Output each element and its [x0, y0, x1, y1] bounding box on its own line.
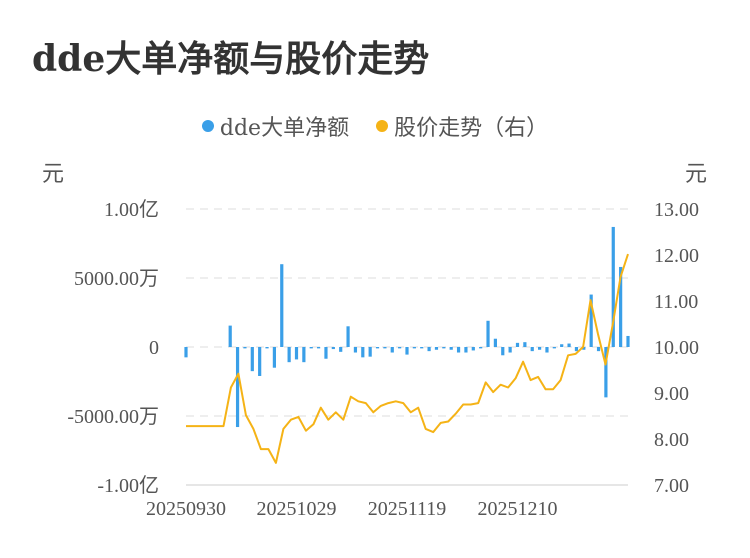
bar: [456, 347, 461, 353]
left-tick-label: 5000.00万: [74, 268, 159, 290]
bar: [383, 347, 387, 349]
bar: [604, 347, 608, 398]
bar: [508, 347, 512, 353]
bar: [427, 347, 431, 352]
bar: [574, 347, 579, 352]
bar: [346, 326, 350, 347]
legend-label-price: 股价走势（右）: [394, 116, 549, 141]
left-axis-unit: 元: [42, 162, 65, 187]
bar: [265, 347, 269, 349]
bar: [471, 347, 475, 351]
bar: [486, 320, 490, 347]
bar: [626, 335, 630, 347]
legend: dde大单净额 股价走势（右）: [0, 110, 750, 142]
bar: [280, 264, 284, 347]
bar: [184, 347, 188, 358]
left-tick-label: -1.00亿: [97, 474, 159, 497]
bar: [302, 347, 306, 363]
bar: [250, 347, 254, 372]
bar: [339, 347, 343, 352]
bar: [353, 347, 358, 353]
legend-item-dde[interactable]: dde大单净额: [201, 110, 350, 142]
bar: [309, 347, 313, 349]
bar: [493, 338, 497, 347]
bar: [294, 347, 299, 360]
chart-title: dde大单净额与股价走势: [32, 38, 430, 80]
bar: [243, 347, 247, 349]
right-tick-label: 10.00: [654, 337, 699, 359]
bar: [258, 347, 262, 376]
right-tick-label: 13.00: [654, 199, 699, 221]
bar: [582, 347, 586, 350]
price-line: [186, 253, 629, 464]
left-tick-label: 1.00亿: [104, 198, 159, 221]
right-tick-label: 12.00: [654, 245, 699, 267]
right-tick-label: 11.00: [654, 291, 698, 313]
bar: [420, 347, 424, 349]
x-tick-label: 20251029: [257, 498, 337, 520]
right-tick-label: 7.00: [654, 475, 689, 497]
bar: [331, 347, 335, 350]
bar: [619, 266, 623, 347]
right-tick-label: 8.00: [654, 429, 689, 451]
left-tick-label: 0: [149, 337, 159, 359]
bar: [317, 347, 321, 349]
bar: [501, 347, 505, 356]
bar: [228, 325, 232, 347]
bar: [235, 347, 240, 428]
bar: [361, 347, 365, 358]
bar: [538, 347, 542, 350]
x-tick-label: 20251119: [368, 498, 447, 520]
bar: [515, 342, 520, 347]
legend-label-dde: dde大单净额: [219, 116, 350, 141]
bar: [464, 347, 468, 353]
bar: [375, 347, 380, 349]
bar: [287, 347, 291, 363]
bar: [412, 347, 416, 349]
legend-item-price[interactable]: 股价走势（右）: [376, 110, 548, 142]
bar: [405, 347, 409, 355]
legend-dot-dde: [201, 120, 214, 132]
bar: [552, 347, 556, 349]
right-axis-unit: 元: [685, 162, 708, 187]
bar: [442, 347, 446, 349]
x-tick-label: 20251210: [478, 498, 558, 520]
bar: [560, 344, 564, 347]
bar: [368, 347, 372, 357]
bar: [479, 347, 483, 349]
bar: [596, 347, 601, 352]
bar: [545, 347, 549, 353]
bar: [390, 347, 394, 353]
bar: [324, 347, 328, 359]
bar: [449, 347, 453, 350]
bar: [589, 294, 593, 347]
bar: [434, 347, 439, 350]
bar: [398, 347, 402, 349]
bar: [567, 343, 571, 347]
bar: [272, 347, 276, 368]
bar: [523, 342, 527, 347]
legend-dot-price: [376, 120, 389, 132]
bar: [530, 347, 534, 352]
right-tick-label: 9.00: [654, 383, 689, 405]
bar: [611, 226, 615, 347]
left-tick-label: -5000.00万: [67, 406, 159, 428]
x-tick-label: 20250930: [146, 498, 226, 520]
